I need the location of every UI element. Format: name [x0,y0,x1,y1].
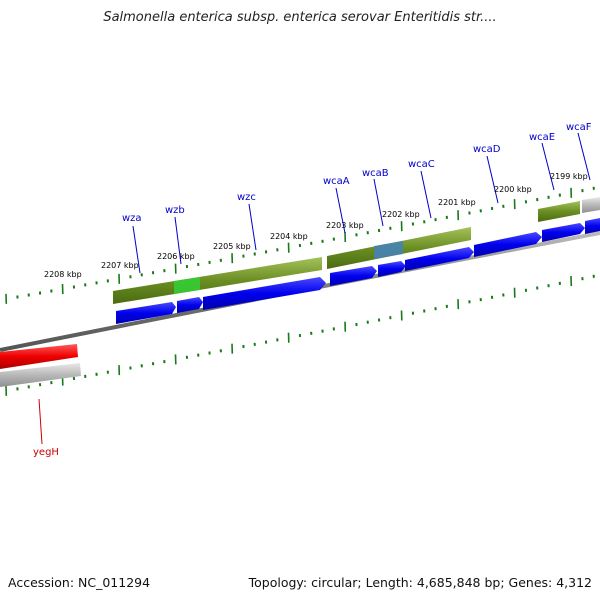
map-title: Salmonella enterica subsp. enterica sero… [103,10,497,25]
reverse-gene-track [0,344,81,387]
scale-label: 2205 kbp [213,242,251,251]
gene-label-leaders [38,132,591,445]
gene-label-wcaC[interactable]: wcaC [408,159,435,170]
gene-arrow-wzb[interactable] [177,297,203,313]
gene-arrow-wcaD[interactable] [474,232,542,257]
feature-block-grey[interactable] [582,197,600,213]
genome-summary-text: Topology: circular; Length: 4,685,848 bp… [248,575,592,590]
gene-arrow-yegH[interactable] [0,344,78,369]
gene-label-wcaA[interactable]: wcaA [323,176,350,187]
feature-block-grey[interactable] [0,363,81,387]
feature-block[interactable] [113,257,322,304]
scale-label: 2207 kbp [101,261,139,270]
scale-label: 2201 kbp [438,198,476,207]
scale-label: 2206 kbp [157,252,195,261]
gene-label-wzc[interactable]: wzc [237,192,256,203]
gene-arrow-wcaE[interactable] [542,223,585,242]
scale-label: 2200 kbp [494,185,532,194]
feature-block[interactable] [538,201,580,222]
gene-label-wcaE[interactable]: wcaE [529,132,555,143]
forward-gene-track [116,218,600,324]
gene-label-yegH[interactable]: yegH [33,447,59,458]
gene-label-wza[interactable]: wza [122,213,142,224]
accession-text: Accession: NC_011294 [8,575,151,590]
scale-label: 2203 kbp [326,221,364,230]
gene-labels: yegH wza wzb wzc wcaA wcaB wcaC wcaD wca… [33,122,592,458]
gene-arrow-wcaF[interactable] [585,218,600,234]
scale-label: 2202 kbp [382,210,420,219]
gene-arrow-wzc[interactable] [203,277,326,310]
scale-label: 2204 kbp [270,232,308,241]
scale-tick-track-upper [5,186,595,304]
gene-label-wcaD[interactable]: wcaD [473,144,501,155]
feature-block-highlight-blue[interactable] [374,241,403,259]
gene-arrow-wcaB[interactable] [378,261,406,277]
gene-arrow-wcaC[interactable] [405,247,474,271]
scale-label: 2208 kbp [44,270,82,279]
gene-label-wzb[interactable]: wzb [165,205,185,216]
gene-label-wcaF[interactable]: wcaF [566,122,592,133]
scale-tick-track-lower [5,274,595,396]
gene-arrow-wcaA[interactable] [330,266,377,286]
gene-label-wcaB[interactable]: wcaB [362,168,389,179]
forward-feature-track [113,197,600,304]
scale-labels: 2208 kbp 2207 kbp 2206 kbp 2205 kbp 2204… [44,172,588,279]
scale-label: 2199 kbp [550,172,588,181]
feature-block-highlight-green[interactable] [174,277,200,294]
gene-arrow-wza[interactable] [116,302,176,324]
